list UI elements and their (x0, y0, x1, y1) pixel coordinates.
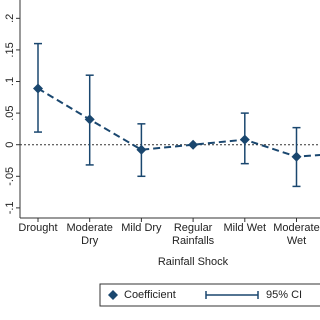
x-tick-label: Moderate Wet (273, 222, 320, 247)
x-tick-label: Moderate Dry (66, 222, 113, 247)
point (291, 151, 302, 162)
x-tick-label: Drought (18, 222, 58, 234)
x-tick-label: Mild Wet (223, 222, 267, 234)
point (33, 83, 43, 94)
y-tick-label: .2 (4, 14, 16, 23)
series-line (37, 87, 320, 158)
y-tick-label: 0 (4, 142, 16, 148)
point (239, 134, 250, 145)
point (136, 144, 147, 155)
y-tick-label: .15 (4, 42, 16, 57)
point (84, 114, 95, 125)
legend-marker (108, 290, 118, 300)
x-axis-title: Rainfall Shock (158, 256, 229, 268)
y-tick-label: .05 (4, 105, 16, 120)
x-tick-label: Mild Dry (121, 222, 162, 234)
legend-label: 95% CI (266, 289, 302, 301)
y-tick-label: -.05 (4, 167, 16, 186)
x-tick-label: Regular Rainfalls (172, 222, 215, 247)
legend-box (99, 283, 320, 307)
y-tick-label: -.1 (4, 201, 16, 214)
point (188, 139, 199, 150)
legend-label: Coefficient (124, 289, 176, 301)
y-tick-label: .1 (4, 77, 16, 86)
